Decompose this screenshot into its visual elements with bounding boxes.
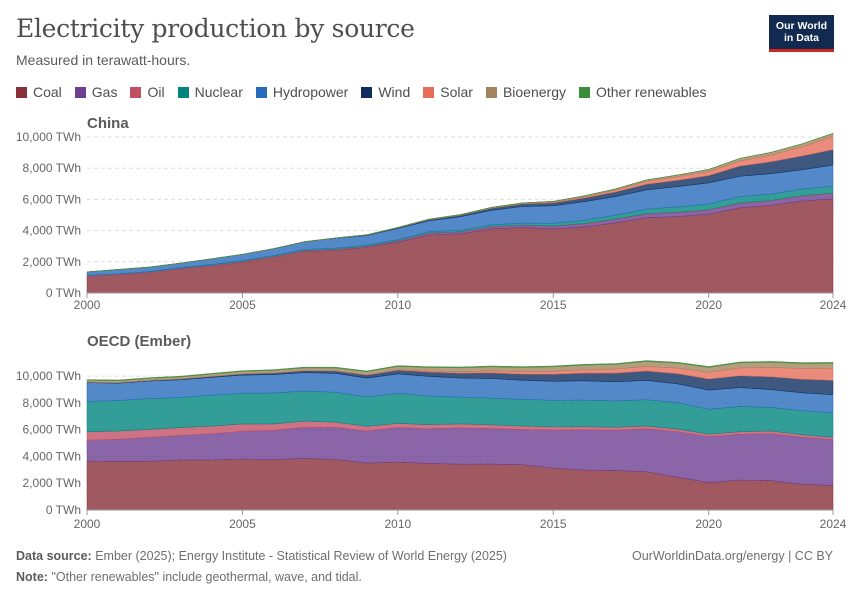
y-tick-label: 2,000 TWh	[23, 255, 81, 269]
legend-label: Other renewables	[595, 84, 707, 100]
x-tick-label: 2010	[384, 517, 411, 531]
chart-panel-china: China 0 TWh 2,000 TWh 4,000 TWh 6,000 TWh 8,0…	[16, 115, 847, 312]
area-other-renewables	[86, 133, 834, 273]
note-line: Note: "Other renewables" include geother…	[16, 570, 362, 584]
chart-subtitle: Measured in terawatt-hours.	[16, 52, 191, 68]
legend-swatch	[361, 86, 373, 98]
note-text: "Other renewables" include geothermal, w…	[51, 570, 362, 584]
y-tick-label: 4,000 TWh	[23, 449, 81, 463]
legend-label: Gas	[91, 84, 118, 100]
x-tick-label: 2015	[540, 298, 567, 312]
x-tick-label: 2000	[74, 298, 101, 312]
chart-title: Electricity production by source	[16, 14, 415, 43]
y-tick-label: 10,000 TWh	[16, 369, 81, 383]
y-tick-label: 8,000 TWh	[23, 396, 81, 410]
y-tick-label: 8,000 TWh	[23, 161, 81, 175]
legend-item-solar[interactable]: Solar	[423, 84, 473, 100]
y-tick-label: 0 TWh	[46, 503, 81, 517]
x-tick-label: 2005	[229, 298, 256, 312]
panel-title: OECD (Ember)	[87, 333, 191, 350]
x-tick-label: 2005	[229, 517, 256, 531]
data-source-line: Data source: Ember (2025); Energy Instit…	[16, 549, 507, 563]
legend-item-bioenergy[interactable]: Bioenergy	[485, 84, 566, 100]
legend-label: Solar	[440, 84, 473, 100]
x-tick-label: 2024	[820, 517, 847, 531]
x-tick-label: 2020	[695, 517, 722, 531]
note-label: Note:	[16, 570, 48, 584]
x-tick-label: 2024	[820, 298, 847, 312]
legend-label: Bioenergy	[502, 84, 566, 100]
legend-swatch	[255, 86, 267, 98]
legend: Coal Gas Oil Nuclear Hydropower Wind Solar Bioe…	[16, 83, 720, 101]
legend-swatch	[423, 86, 435, 98]
x-tick-label: 2020	[695, 298, 722, 312]
legend-swatch	[16, 86, 27, 98]
y-tick-label: 4,000 TWh	[23, 224, 81, 238]
y-tick-label: 0 TWh	[46, 286, 81, 300]
y-tick-label: 2,000 TWh	[23, 476, 81, 490]
area-other-renewables	[86, 360, 834, 381]
legend-item-coal[interactable]: Coal	[16, 84, 62, 100]
legend-label: Wind	[378, 84, 411, 100]
x-tick-label: 2015	[540, 517, 567, 531]
legend-swatch	[578, 86, 590, 98]
legend-item-nuclear[interactable]: Nuclear	[177, 84, 243, 100]
legend-item-hydropower[interactable]: Hydropower	[255, 84, 349, 100]
legend-label: Hydropower	[272, 84, 349, 100]
data-source-text: Ember (2025); Energy Institute - Statist…	[95, 549, 507, 563]
legend-label: Oil	[147, 84, 165, 100]
legend-swatch	[485, 86, 497, 98]
logo-line-1: Our World	[775, 20, 828, 32]
y-tick-label: 6,000 TWh	[23, 423, 81, 437]
panel-title: China	[87, 115, 129, 132]
logo-line-2: in Data	[783, 32, 819, 44]
legend-swatch	[130, 86, 142, 98]
x-tick-label: 2000	[74, 517, 101, 531]
legend-swatch	[74, 86, 86, 98]
legend-label: Nuclear	[194, 84, 243, 100]
credit-link[interactable]: OurWorldinData.org/energy | CC BY	[631, 549, 833, 563]
legend-label: Coal	[33, 84, 62, 100]
legend-swatch	[177, 86, 189, 98]
x-tick-label: 2010	[384, 298, 411, 312]
owid-logo[interactable]: Our World in Data	[769, 15, 834, 52]
chart-panel-oecd: OECD (Ember) 0 TWh 2,000 TWh 4,000 TWh 6,000…	[16, 333, 847, 531]
legend-item-gas[interactable]: Gas	[74, 84, 118, 100]
legend-item-other-renewables[interactable]: Other renewables	[578, 84, 707, 100]
area-coal	[86, 198, 834, 294]
y-tick-label: 10,000 TWh	[16, 130, 81, 144]
data-source-label: Data source:	[16, 549, 92, 563]
y-tick-label: 6,000 TWh	[23, 192, 81, 206]
legend-item-wind[interactable]: Wind	[361, 84, 410, 100]
legend-item-oil[interactable]: Oil	[130, 84, 165, 100]
